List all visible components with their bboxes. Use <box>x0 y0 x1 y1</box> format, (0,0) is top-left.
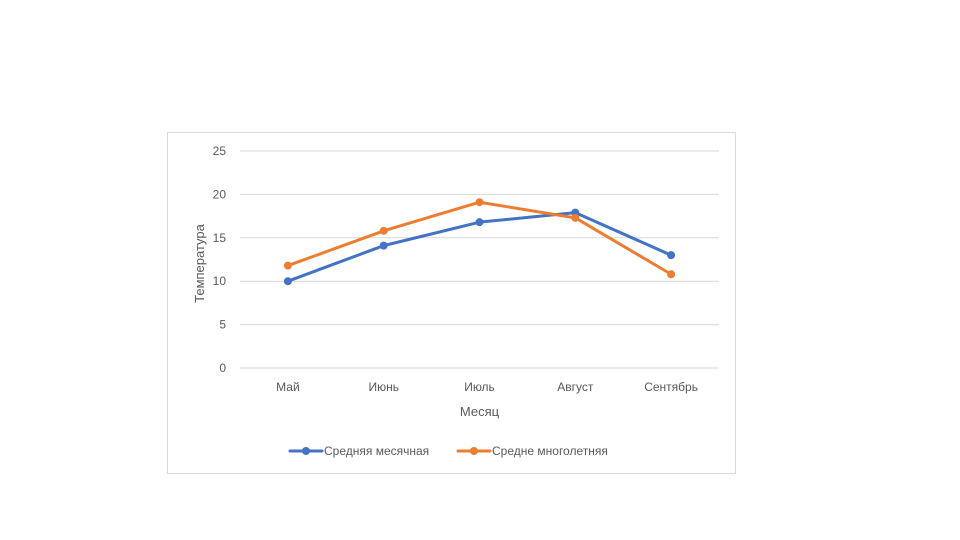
y-tick-labels: 0 5 10 15 20 25 <box>213 144 227 375</box>
legend-label: Средне многолетняя <box>492 444 608 458</box>
y-axis-title: Температура <box>192 223 207 303</box>
data-point <box>379 226 388 235</box>
data-point <box>283 261 292 270</box>
x-tick-label: Июль <box>464 380 495 394</box>
legend-marker-icon <box>302 447 310 455</box>
chart-frame: 0 5 10 15 20 25 Май Июнь Июль Август Сентябрь Мес… <box>167 132 736 474</box>
x-axis-title: Месяц <box>460 404 500 419</box>
x-tick-label: Май <box>276 380 300 394</box>
data-point <box>283 277 292 286</box>
data-point <box>667 251 676 260</box>
y-tick-label: 20 <box>213 187 227 201</box>
series-lines <box>283 198 676 286</box>
data-point <box>379 241 388 250</box>
y-tick-label: 0 <box>219 361 226 375</box>
legend-marker-icon <box>470 447 478 455</box>
y-tick-label: 15 <box>213 231 227 245</box>
x-tick-label: Сентябрь <box>644 380 698 394</box>
legend-label: Средняя месячная <box>324 444 429 458</box>
x-tick-labels: Май Июнь Июль Август Сентябрь <box>276 380 698 394</box>
data-point <box>667 270 676 279</box>
y-tick-label: 10 <box>213 274 227 288</box>
data-point <box>475 218 484 227</box>
legend: Средняя месячная Средне многолетняя <box>288 444 608 458</box>
x-tick-label: Август <box>557 380 594 394</box>
gridlines <box>240 150 719 369</box>
x-tick-label: Июнь <box>368 380 399 394</box>
line-chart: 0 5 10 15 20 25 Май Июнь Июль Август Сентябрь Мес… <box>192 144 719 458</box>
data-point <box>571 213 580 222</box>
y-tick-label: 25 <box>213 144 227 158</box>
legend-item: Средняя месячная <box>288 444 429 458</box>
series-2 <box>283 198 676 279</box>
legend-item: Средне многолетняя <box>456 444 608 458</box>
y-tick-label: 5 <box>219 318 226 332</box>
data-point <box>475 198 484 207</box>
